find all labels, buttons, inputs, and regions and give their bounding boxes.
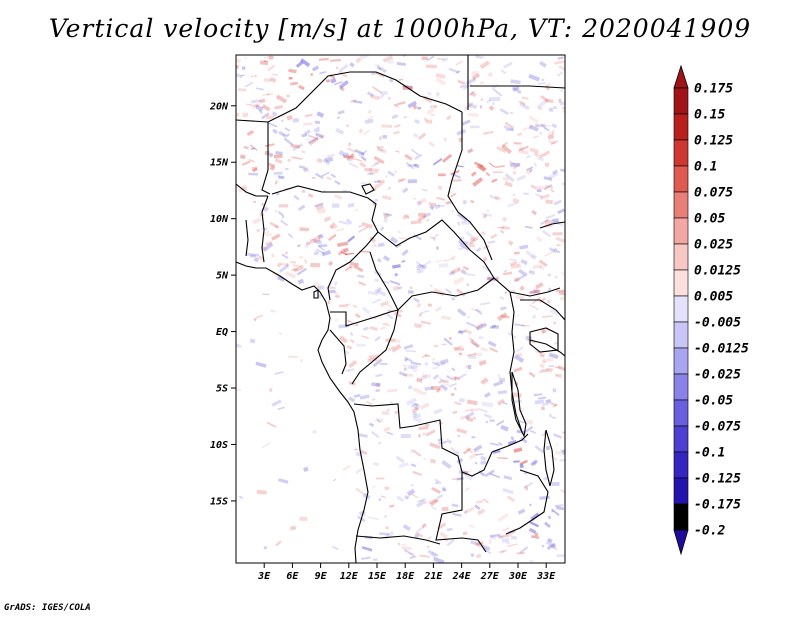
border-ethiopia-sudan [539,221,565,229]
grads-credit: GrADS: IGES/COLA [4,603,91,613]
colorbar-label: 0.075 [694,186,733,201]
colorbar-label: -0.005 [694,316,741,331]
colorbar-label: -0.0125 [694,342,749,357]
border-angola-namibia [355,535,441,545]
colorbar-label: 0.0125 [694,264,741,279]
border-angola-zambia [435,472,487,553]
colorbar-box [673,425,689,453]
colorbar-box [673,399,689,427]
colorbar-box [673,165,689,193]
border-egypt-sudan [470,85,565,89]
lon-tick-label: 15E [368,571,387,582]
border-benin-togo [261,195,269,263]
colorbar-box [673,295,689,323]
border-sahara-north [236,71,463,123]
lat-tick-label: 5N [216,271,229,282]
lat-tick-label: 20N [209,101,229,112]
colorbar-label: 0.05 [694,212,725,227]
lon-tick-label: 3E [257,571,271,582]
colorbar-box [673,243,689,271]
border-nigeria-cameroon [327,231,379,301]
border-tanzania [529,339,565,357]
lat-tick-label: 10N [210,214,229,225]
colorbar-box [673,113,689,141]
colorbar-box [673,503,689,531]
colorbar-label: 0.125 [694,134,733,149]
colorbar-label: 0.175 [694,82,733,97]
colorbar-box [673,477,689,505]
lon-tick-label: 9E [315,571,328,582]
island-bioko [313,289,319,299]
colorbar-label: 0.005 [694,290,733,305]
border-mozambique-zimbabwe [505,469,549,535]
lat-tick-label: 10S [210,440,228,451]
lon-tick-label: 12E [340,571,359,582]
lon-tick-label: 24E [452,571,472,582]
border-nigeria-niger [271,185,379,233]
map-frame [235,54,566,564]
coastline-west-africa [236,261,369,563]
lat-tick-label: 15N [210,158,229,169]
lake-tanganyika [511,371,527,438]
lat-tick-label: 15S [210,496,228,507]
border-drc-angola [353,403,529,477]
border-uganda-kenya [520,299,565,321]
lon-tick-label: 27E [480,571,500,582]
border-mali-burkina [236,183,268,197]
colorbar-box [673,139,689,167]
colorbar-box [673,269,689,297]
colorbar-label: -0.075 [694,420,741,435]
lat-tick-label: 5S [216,384,228,395]
border-ghana-ivory [245,219,249,257]
lon-tick-label: 30E [508,571,528,582]
colorbar: 0.175 0.15 0.125 0.1 0.075 0.05 0.025 0.0125 0.0… [673,64,749,556]
lake-chad [361,183,375,195]
colorbar-top-arrow [673,64,689,89]
lon-tick-label: 18E [396,571,415,582]
lon-tick-label: 33E [536,571,556,582]
border-gabon-congo [330,309,399,327]
colorbar-label: 0.1 [694,160,717,175]
border-chad-car [377,219,561,297]
border-cameroon-car [369,251,399,311]
colorbar-label: -0.025 [694,368,741,383]
lon-tick-label: 6E [286,571,299,582]
border-congo-drc [351,309,399,385]
border-car-drc [397,277,495,311]
colorbar-bottom-arrow [673,529,689,556]
colorbar-box [673,191,689,219]
colorbar-box [673,321,689,349]
colorbar-box [673,87,689,115]
colorbar-label: 0.15 [694,108,725,123]
border-libya-chad [447,112,493,261]
colorbar-label: -0.2 [694,524,725,539]
colorbar-label: -0.125 [694,472,741,487]
colorbar-box [673,451,689,479]
map-axes: 20N 15N 10N 5N EQ 5S 10S 15S 3E 6E 9E 12E 15E 18E 21E 2… [209,101,556,582]
colorbar-label: -0.05 [694,394,733,409]
border-niger-algeria [261,122,271,195]
colorbar-label: 0.025 [694,238,733,253]
border-gabon-south [329,329,347,375]
colorbar-box [673,373,689,401]
lat-tick-label: EQ [216,327,228,338]
colorbar-box [673,217,689,245]
lake-malawi [543,429,555,487]
colorbar-label: -0.1 [694,446,725,461]
vertical-velocity-field [236,55,565,563]
colorbar-label: -0.175 [694,498,741,513]
colorbar-box [673,347,689,375]
border-drc-east [509,291,523,433]
lake-victoria [529,327,559,353]
country-borders [236,55,565,563]
map-title: Vertical velocity [m/s] at 1000hPa, VT: … [48,14,752,43]
lon-tick-label: 21E [423,571,443,582]
